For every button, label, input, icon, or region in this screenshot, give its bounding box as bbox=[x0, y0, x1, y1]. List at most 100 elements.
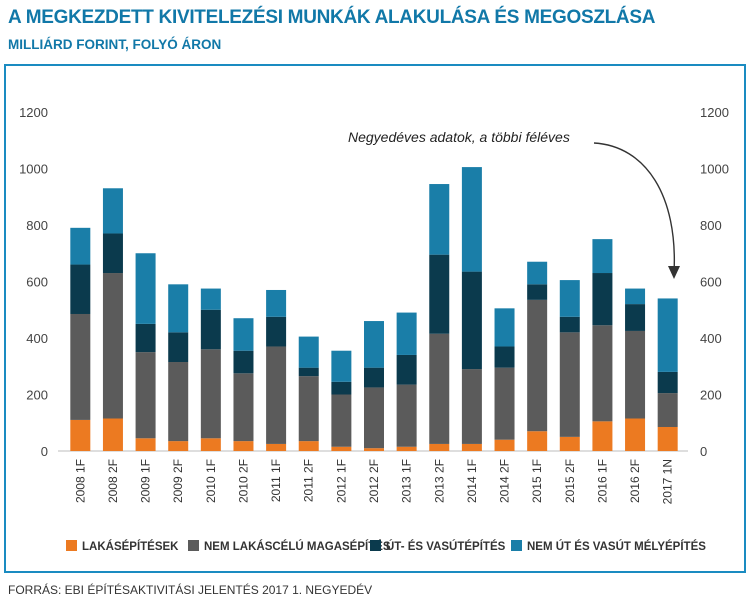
x-tick-label: 2012 2F bbox=[367, 459, 381, 503]
legend-label: NEM ÚT ÉS VASÚT MÉLYÉPÍTÉS bbox=[527, 540, 706, 553]
x-tick-label: 2016 2F bbox=[628, 459, 642, 503]
bar-segment bbox=[298, 367, 319, 377]
bar-segment bbox=[331, 350, 352, 382]
bar-segment bbox=[657, 371, 678, 394]
annotation-arrowhead bbox=[668, 266, 680, 279]
bar-segment bbox=[135, 438, 156, 451]
bar-segment bbox=[461, 443, 482, 451]
bar-segment bbox=[298, 336, 319, 368]
bar-segment bbox=[559, 332, 580, 437]
bar-segment bbox=[527, 284, 548, 300]
x-tick-label: 2009 2F bbox=[171, 459, 185, 503]
x-tick-label: 2008 1F bbox=[73, 459, 87, 503]
x-tick-label: 2012 1F bbox=[334, 459, 348, 503]
legend-swatch bbox=[66, 540, 77, 551]
bar-segment bbox=[331, 446, 352, 451]
y-tick-label-right: 400 bbox=[700, 331, 722, 346]
bar-segment bbox=[266, 443, 287, 451]
bar-segment bbox=[559, 436, 580, 451]
legend-item: NEM ÚT ÉS VASÚT MÉLYÉPÍTÉS bbox=[511, 540, 706, 553]
bar-segment bbox=[135, 323, 156, 353]
annotation-arrow bbox=[593, 142, 676, 274]
bar-segment bbox=[657, 298, 678, 372]
x-tick-label: 2013 1F bbox=[400, 459, 414, 503]
bar-segment bbox=[233, 318, 254, 351]
y-tick-label-right: 600 bbox=[700, 275, 722, 290]
bar-segment bbox=[233, 441, 254, 451]
bar-segment bbox=[625, 288, 646, 305]
bar-segment bbox=[200, 309, 221, 350]
bar-segment bbox=[527, 261, 548, 285]
bar-segment bbox=[429, 254, 450, 334]
bar-segment bbox=[331, 381, 352, 395]
bar-segment bbox=[364, 367, 384, 388]
bar-segment bbox=[625, 304, 646, 331]
y-tick-label-left: 600 bbox=[26, 275, 48, 290]
bar-segment bbox=[298, 441, 319, 451]
y-tick-label-left: 0 bbox=[41, 444, 48, 459]
x-tick-label: 2017 1N bbox=[661, 459, 675, 504]
bar-segment bbox=[559, 280, 580, 317]
y-tick-label-left: 1000 bbox=[19, 162, 48, 177]
bar-segment bbox=[233, 373, 254, 442]
x-tick-label: 2011 1F bbox=[269, 459, 283, 502]
legend-item: ÚT- ÉS VASÚTÉPÍTÉS bbox=[370, 540, 506, 553]
y-tick-label-right: 1000 bbox=[700, 162, 729, 177]
bar-segment bbox=[494, 346, 515, 368]
bar-segment bbox=[657, 393, 678, 427]
x-tick-label: 2014 2F bbox=[498, 459, 512, 503]
legend-swatch bbox=[370, 540, 381, 551]
bar-segment bbox=[135, 253, 156, 324]
legend-label: LAKÁSÉPÍTÉSEK bbox=[82, 540, 179, 553]
bar-segment bbox=[200, 288, 221, 310]
bar-segment bbox=[494, 367, 515, 440]
bar-segment bbox=[135, 352, 156, 439]
bar-segment bbox=[298, 376, 319, 442]
bar-segment bbox=[364, 448, 384, 451]
bar-segment bbox=[266, 316, 287, 347]
bar-segment bbox=[494, 308, 515, 347]
y-tick-label-left: 1200 bbox=[19, 105, 48, 120]
bar-segment bbox=[527, 299, 548, 432]
bar-segment bbox=[429, 443, 450, 451]
bar-segment bbox=[461, 167, 482, 272]
bar-segment bbox=[657, 426, 678, 451]
bar-segment bbox=[200, 438, 221, 451]
bar-segment bbox=[168, 332, 189, 363]
y-tick-label-left: 200 bbox=[26, 388, 48, 403]
legend-label: ÚT- ÉS VASÚTÉPÍTÉS bbox=[386, 540, 506, 553]
y-tick-label-right: 800 bbox=[700, 218, 722, 233]
bar-segment bbox=[200, 349, 221, 439]
x-tick-label: 2009 1F bbox=[139, 459, 153, 503]
chart-frame: 0 0 200 200 400 400 600 600 800 800 1000 1000 1200 12… bbox=[4, 64, 746, 573]
bar-segment bbox=[70, 227, 91, 265]
bar-segment bbox=[102, 188, 123, 234]
bar-segment bbox=[168, 441, 189, 451]
bar-segment bbox=[331, 394, 352, 447]
bar-segment bbox=[168, 362, 189, 442]
chart-subtitle: MILLIÁRD FORINT, FOLYÓ ÁRON bbox=[8, 37, 222, 52]
legend-item: LAKÁSÉPÍTÉSEK bbox=[66, 540, 179, 553]
legend-item: NEM LAKÁSCÉLÚ MAGASÉPÍTÉS bbox=[188, 540, 391, 553]
legend-label: NEM LAKÁSCÉLÚ MAGASÉPÍTÉS bbox=[204, 540, 391, 553]
x-tick-label: 2010 2F bbox=[236, 459, 250, 503]
bar-segment bbox=[396, 384, 417, 447]
bar-segment bbox=[266, 346, 287, 444]
bar-segment bbox=[266, 289, 287, 317]
bar-segment bbox=[102, 233, 123, 274]
bar-segment bbox=[625, 330, 646, 419]
y-tick-label-left: 400 bbox=[26, 331, 48, 346]
bar-segment bbox=[429, 333, 450, 444]
bar-segment bbox=[102, 273, 123, 419]
chart-annotation: Negyedéves adatok, a többi féléves bbox=[348, 129, 570, 145]
bar-segment bbox=[396, 354, 417, 385]
bar-segment bbox=[396, 312, 417, 355]
bar-segment bbox=[396, 446, 417, 451]
x-tick-label: 2008 2F bbox=[106, 459, 120, 503]
bar-segment bbox=[559, 316, 580, 333]
bar-segment bbox=[592, 239, 613, 274]
bar-segment bbox=[625, 418, 646, 451]
bar-segment bbox=[70, 419, 91, 451]
y-tick-label-left: 800 bbox=[26, 218, 48, 233]
x-tick-label: 2011 2F bbox=[302, 459, 316, 502]
